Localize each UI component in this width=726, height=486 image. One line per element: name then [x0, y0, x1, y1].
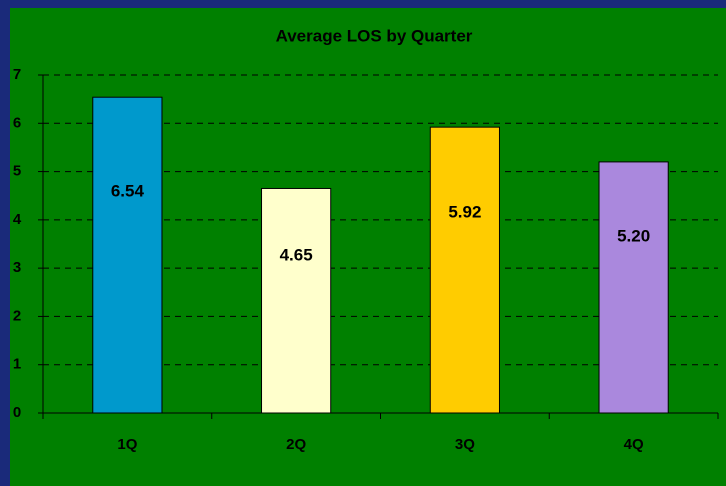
y-tick-label: 4: [13, 211, 22, 228]
bar: [598, 161, 669, 414]
y-tick-label: 6: [13, 114, 21, 131]
y-tick-label: 3: [13, 259, 21, 276]
y-tick-label: 5: [13, 163, 21, 180]
data-label: 5.20: [617, 227, 650, 246]
bar: [429, 126, 500, 414]
y-tick-label: 2: [13, 307, 21, 324]
x-tick-label: 1Q: [117, 436, 137, 453]
y-tick-label: 0: [13, 404, 21, 421]
data-label: 4.65: [280, 245, 313, 264]
x-tick-label: 2Q: [286, 436, 306, 453]
chart-title: Average LOS by Quarter: [276, 26, 473, 45]
bar: [261, 187, 332, 414]
x-tick-label: 3Q: [455, 436, 475, 453]
y-tick-label: 7: [13, 66, 21, 83]
bar: [92, 96, 163, 414]
y-tick-label: 1: [13, 356, 21, 373]
data-label: 6.54: [111, 181, 145, 200]
x-tick-label: 4Q: [624, 436, 644, 453]
data-label: 5.92: [448, 202, 481, 221]
